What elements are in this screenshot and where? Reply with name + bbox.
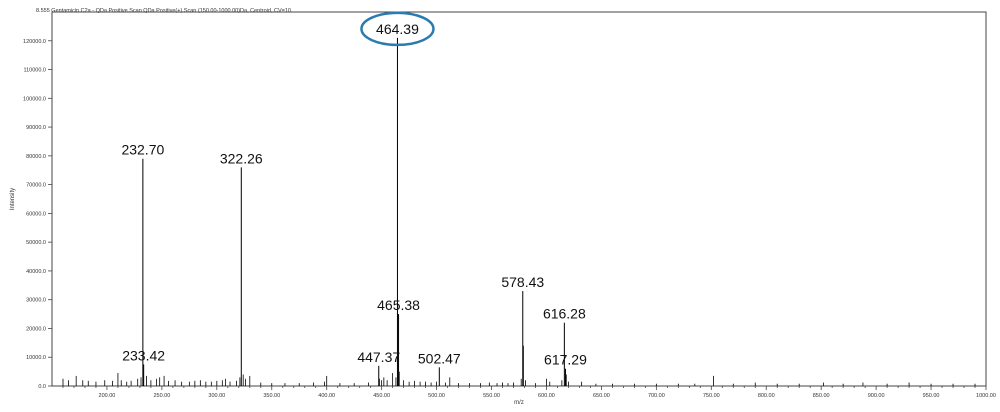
x-tick-label: 1000.00 [976, 393, 996, 399]
y-tick-label: 40000.0 [26, 269, 46, 275]
y-tick-label: 20000.0 [26, 326, 46, 332]
x-tick-label: 650.00 [593, 393, 610, 399]
peak-label: 447.37 [357, 349, 400, 365]
chart-header: 8.555 Gentamicin C2a - QDa Positive Scan… [36, 8, 291, 14]
y-tick-label: 50000.0 [26, 240, 46, 246]
x-tick-label: 600.00 [538, 393, 555, 399]
peak-label: 502.47 [418, 350, 461, 366]
peak-label: 578.43 [501, 274, 544, 290]
x-tick-label: 750.00 [703, 393, 720, 399]
y-tick-label: 100000.0 [23, 96, 46, 102]
y-tick-label: 10000.0 [26, 355, 46, 361]
y-tick-label: 120000.0 [23, 39, 46, 45]
labeled-peaks [142, 37, 566, 386]
x-tick-label: 500.00 [428, 393, 445, 399]
peak-label: 616.28 [543, 306, 586, 322]
x-tick-label: 950.00 [923, 393, 940, 399]
x-tick-label: 850.00 [813, 393, 830, 399]
plot-frame [51, 11, 987, 387]
peak-label: 617.29 [544, 352, 587, 368]
x-tick-label: 350.00 [263, 393, 280, 399]
x-tick-label: 700.00 [648, 393, 665, 399]
y-axis-label: Intensity [10, 188, 16, 210]
x-axis-label: m/z [514, 400, 524, 406]
minor-peaks [62, 345, 976, 386]
peak-label: 233.42 [122, 347, 165, 363]
y-tick-label: 0.0 [38, 384, 46, 390]
peak-label: 322.26 [220, 150, 263, 166]
peak-label: 465.38 [377, 297, 420, 313]
x-tick-label: 300.00 [208, 393, 225, 399]
x-tick-label: 800.00 [758, 393, 775, 399]
x-tick-label: 400.00 [318, 393, 335, 399]
highlight-ellipse [360, 11, 435, 47]
peak-label: 232.70 [121, 142, 164, 158]
y-axis: 0.0 10000.0 20000.0 30000.0 40000.0 50000.0 60… [23, 39, 52, 390]
x-tick-label: 550.00 [483, 393, 500, 399]
peak-labels: 232.70 233.42 322.26 447.37 464.39 465.38 502.… [121, 11, 587, 368]
x-tick-label: 250.00 [153, 393, 170, 399]
y-tick-label: 80000.0 [26, 154, 46, 160]
peak-label: 464.39 [376, 21, 419, 37]
y-tick-label: 60000.0 [26, 211, 46, 217]
y-tick-label: 90000.0 [26, 125, 46, 131]
y-tick-label: 30000.0 [26, 298, 46, 304]
y-tick-label: 70000.0 [26, 183, 46, 189]
y-tick-label: 110000.0 [23, 68, 46, 74]
x-tick-label: 900.00 [868, 393, 885, 399]
x-tick-label: 450.00 [373, 393, 390, 399]
x-tick-label: 200.00 [99, 393, 116, 399]
x-axis: 200.00 250.00 300.00 350.00 400.00 450.00 500.… [62, 386, 996, 399]
